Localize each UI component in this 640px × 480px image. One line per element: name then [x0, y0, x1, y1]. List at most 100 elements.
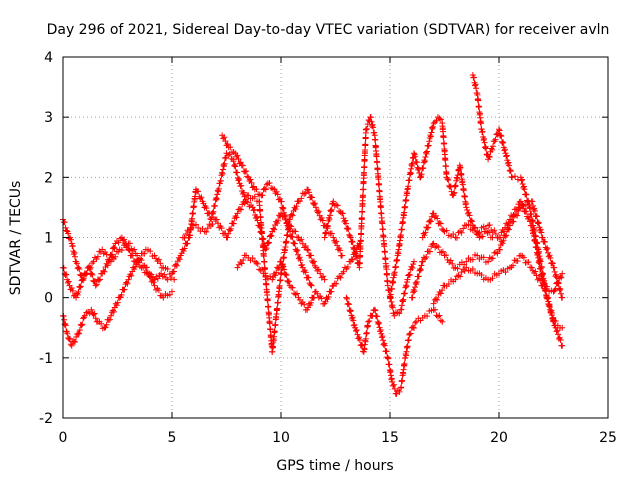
data-point-satellite-track-a — [111, 244, 118, 251]
data-point-satellite-track-a — [104, 262, 111, 269]
data-point-satellite-track-k — [537, 226, 544, 233]
data-point-satellite-track-j — [392, 263, 399, 270]
data-point-satellite-track-d — [250, 207, 257, 214]
data-point-satellite-track-h — [384, 271, 391, 278]
data-point-satellite-track-e — [236, 206, 243, 213]
data-point-satellite-track-k — [535, 219, 542, 226]
data-point-satellite-track-i — [355, 335, 362, 342]
data-point-satellite-track-b — [76, 330, 83, 337]
data-point-satellite-track-e — [183, 230, 190, 237]
data-point-satellite-track-k — [541, 238, 548, 245]
data-point-satellite-track-f — [286, 228, 293, 235]
data-point-satellite-track-f — [307, 281, 314, 288]
data-point-satellite-track-a — [95, 277, 102, 284]
data-point-satellite-track-i — [398, 384, 405, 391]
data-point-satellite-track-k — [447, 257, 454, 264]
data-point-satellite-track-a — [70, 248, 77, 255]
data-point-satellite-track-m — [552, 286, 559, 293]
data-point-satellite-track-l — [478, 120, 485, 127]
data-point-satellite-track-c — [109, 254, 116, 261]
data-point-satellite-track-h — [398, 306, 405, 313]
data-point-satellite-track-j — [436, 115, 443, 122]
data-point-satellite-track-b — [91, 310, 98, 317]
data-point-satellite-track-d — [234, 169, 241, 176]
data-point-satellite-track-k — [539, 234, 546, 241]
data-point-satellite-track-f — [259, 192, 266, 199]
data-point-satellite-track-j — [406, 177, 413, 184]
data-point-satellite-track-d — [218, 172, 225, 179]
data-point-satellite-track-c — [166, 291, 173, 298]
data-point-satellite-track-l — [525, 197, 532, 204]
data-point-satellite-track-g — [340, 268, 347, 275]
data-point-satellite-track-e — [318, 214, 325, 221]
data-point-satellite-track-i — [405, 337, 412, 344]
data-point-satellite-track-c — [131, 246, 138, 253]
data-point-satellite-track-e — [310, 201, 317, 208]
data-point-satellite-track-a — [69, 242, 76, 249]
data-point-satellite-track-c — [79, 276, 86, 283]
data-point-satellite-track-n — [472, 225, 479, 232]
data-point-satellite-track-h — [322, 230, 329, 237]
data-point-satellite-track-c — [68, 284, 75, 291]
data-point-satellite-track-h — [404, 276, 411, 283]
data-point-satellite-track-g — [314, 290, 321, 297]
data-point-satellite-track-g — [273, 269, 280, 276]
data-point-satellite-track-j — [426, 138, 433, 145]
data-point-satellite-track-i — [374, 313, 381, 320]
data-point-satellite-track-h — [327, 207, 334, 214]
data-point-satellite-track-i — [410, 324, 417, 331]
data-point-satellite-track-m — [525, 259, 532, 266]
data-point-satellite-track-j — [458, 171, 465, 178]
data-point-satellite-track-c — [143, 264, 150, 271]
data-point-satellite-track-h — [349, 239, 356, 246]
data-point-satellite-track-n — [486, 222, 493, 229]
data-point-satellite-track-d — [195, 188, 202, 195]
data-point-satellite-track-k — [486, 254, 493, 261]
data-point-satellite-track-h — [367, 114, 374, 121]
data-point-satellite-track-b — [147, 248, 154, 255]
data-point-satellite-track-f — [291, 240, 298, 247]
data-point-satellite-track-d — [320, 273, 327, 280]
data-point-satellite-track-m — [555, 280, 562, 287]
data-point-satellite-track-c — [63, 271, 70, 278]
data-point-satellite-track-f — [293, 248, 300, 255]
data-point-satellite-track-m — [514, 258, 521, 265]
data-point-satellite-track-n — [519, 201, 526, 208]
data-point-satellite-track-f — [248, 179, 255, 186]
data-point-satellite-track-k — [505, 225, 512, 232]
data-point-satellite-track-h — [347, 234, 354, 241]
data-point-satellite-track-n — [426, 217, 433, 224]
data-point-satellite-track-b — [81, 312, 88, 319]
data-point-satellite-track-n — [482, 225, 489, 232]
data-point-satellite-track-d — [198, 194, 205, 201]
data-point-satellite-track-j — [441, 140, 448, 147]
data-point-satellite-track-g — [269, 276, 276, 283]
data-point-satellite-track-f — [235, 155, 242, 162]
data-point-satellite-track-e — [187, 227, 194, 234]
data-point-satellite-track-e — [298, 195, 305, 202]
data-point-satellite-track-m — [452, 276, 459, 283]
data-point-satellite-track-h — [369, 122, 376, 129]
data-point-satellite-track-e — [264, 297, 271, 304]
data-point-satellite-track-f — [239, 162, 246, 169]
data-point-satellite-track-j — [413, 159, 420, 166]
data-point-satellite-track-g — [281, 266, 288, 273]
data-point-satellite-track-e — [242, 196, 249, 203]
data-point-satellite-track-d — [189, 215, 196, 222]
data-point-satellite-track-f — [279, 205, 286, 212]
data-point-satellite-track-g — [282, 271, 289, 278]
data-point-satellite-track-h — [327, 212, 334, 219]
data-point-satellite-track-n — [543, 287, 550, 294]
data-point-satellite-track-d — [176, 256, 183, 263]
data-point-satellite-track-i — [350, 317, 357, 324]
data-point-satellite-track-i — [390, 381, 397, 388]
data-point-satellite-track-d — [267, 232, 274, 239]
data-point-satellite-track-b — [73, 334, 80, 341]
data-point-satellite-track-b — [121, 286, 128, 293]
data-point-satellite-track-k — [496, 246, 503, 253]
data-point-satellite-track-k — [417, 267, 424, 274]
data-point-satellite-track-n — [436, 220, 443, 227]
data-point-satellite-track-e — [293, 203, 300, 210]
